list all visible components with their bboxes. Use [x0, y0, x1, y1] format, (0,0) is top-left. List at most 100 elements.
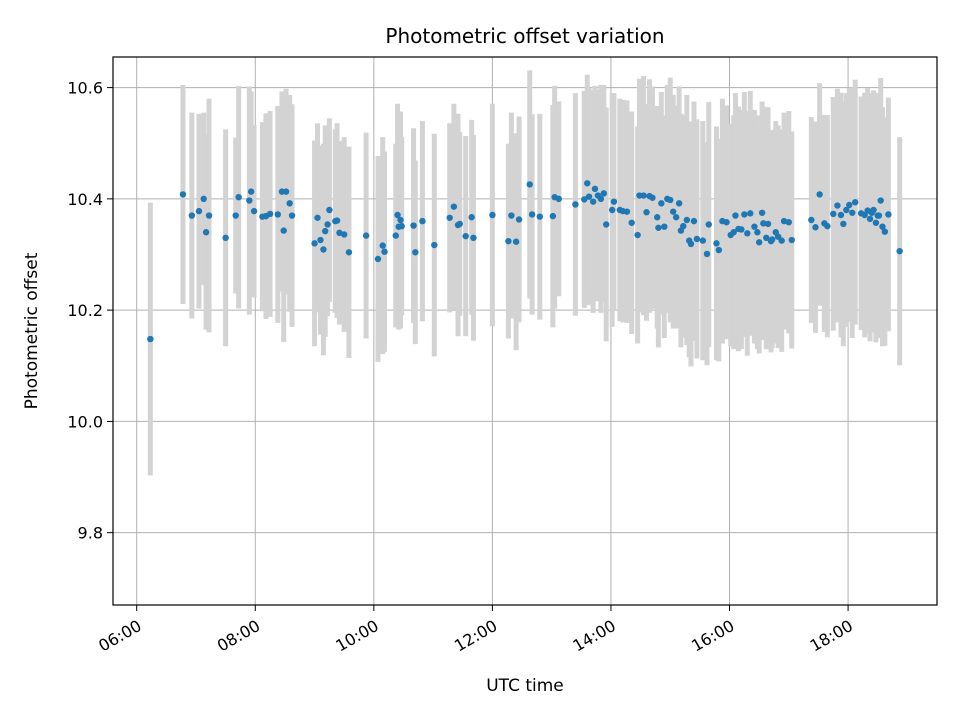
data-point: [311, 240, 318, 247]
data-point: [680, 222, 687, 230]
data-point: [280, 227, 287, 234]
data-point: [205, 212, 213, 219]
data-point: [515, 216, 523, 223]
data-point: [628, 219, 635, 226]
x-axis-label: UTC time: [486, 676, 564, 696]
data-point: [849, 209, 856, 216]
data-point: [672, 214, 680, 221]
y-axis-ticks: 9.8 10.0 10.2 10.4 10.6: [67, 79, 113, 543]
data-point: [610, 198, 618, 205]
data-point: [282, 188, 290, 195]
data-point: [755, 239, 763, 246]
y-tick-label: 10.2: [67, 301, 103, 320]
data-point: [326, 206, 333, 214]
data-point: [683, 216, 691, 224]
y-tick-label: 10.0: [67, 412, 103, 431]
data-point: [846, 201, 853, 209]
data-point: [600, 190, 608, 197]
data-point: [747, 210, 754, 217]
data-point: [640, 192, 647, 199]
data-point: [730, 229, 737, 236]
data-point: [879, 223, 886, 230]
data-point: [200, 195, 207, 203]
data-point: [584, 180, 591, 187]
data-point: [837, 211, 845, 219]
data-point: [322, 227, 329, 235]
data-point: [851, 199, 859, 206]
data-point: [398, 222, 405, 230]
data-point: [147, 335, 154, 343]
data-point: [410, 222, 417, 229]
data-point: [446, 214, 453, 221]
data-point: [713, 240, 720, 247]
data-point: [247, 188, 255, 195]
data-point: [555, 195, 562, 203]
data-point: [549, 212, 557, 220]
data-point: [462, 232, 469, 240]
data-point: [732, 212, 739, 219]
data-point: [785, 219, 792, 226]
data-point: [872, 219, 880, 226]
data-point: [870, 206, 877, 214]
data-point: [877, 197, 884, 204]
data-point: [754, 229, 761, 236]
data-point: [179, 191, 187, 198]
data-point: [760, 220, 767, 227]
data-point: [840, 220, 847, 228]
data-point: [333, 217, 341, 224]
data-point: [362, 232, 370, 239]
data-point: [667, 196, 674, 204]
data-point: [374, 255, 382, 263]
data-point: [397, 216, 404, 224]
data-point: [715, 246, 723, 254]
data-point: [670, 208, 677, 215]
data-point: [246, 197, 253, 204]
data-point: [885, 211, 892, 218]
data-point: [317, 236, 324, 244]
data-point: [202, 229, 210, 236]
data-point: [723, 219, 730, 226]
data-point: [788, 236, 795, 244]
data-point: [744, 230, 751, 237]
data-point: [589, 198, 597, 205]
data-point: [324, 221, 331, 228]
data-point: [381, 248, 388, 255]
data-point: [379, 242, 386, 249]
data-point: [536, 213, 544, 220]
data-point: [222, 234, 229, 242]
data-point: [778, 237, 785, 244]
data-point: [288, 212, 296, 219]
data-point: [763, 234, 770, 242]
data-point: [649, 194, 656, 201]
data-point: [528, 211, 536, 218]
data-point: [266, 210, 274, 218]
data-point: [320, 246, 327, 253]
data-point: [581, 196, 588, 203]
data-point: [394, 211, 401, 219]
data-point: [661, 223, 668, 230]
data-point: [340, 231, 348, 238]
chart-title: Photometric offset variation: [385, 24, 664, 48]
data-point: [526, 181, 533, 188]
data-point: [881, 228, 889, 235]
y-tick-label: 9.8: [78, 524, 103, 543]
data-point: [235, 193, 242, 201]
data-point: [751, 223, 758, 230]
data-point: [412, 249, 419, 256]
data-point: [875, 212, 883, 219]
data-point: [572, 201, 579, 208]
y-tick-label: 10.4: [67, 190, 103, 209]
data-point: [634, 231, 641, 239]
data-point: [738, 226, 745, 233]
data-point: [623, 208, 631, 215]
data-point: [653, 214, 661, 221]
data-point: [345, 249, 353, 256]
data-point: [834, 202, 841, 209]
data-point: [468, 214, 475, 221]
data-points: [147, 180, 903, 343]
data-point: [655, 224, 662, 231]
data-point: [250, 207, 258, 215]
y-axis-label: Photometric offset: [22, 252, 42, 409]
